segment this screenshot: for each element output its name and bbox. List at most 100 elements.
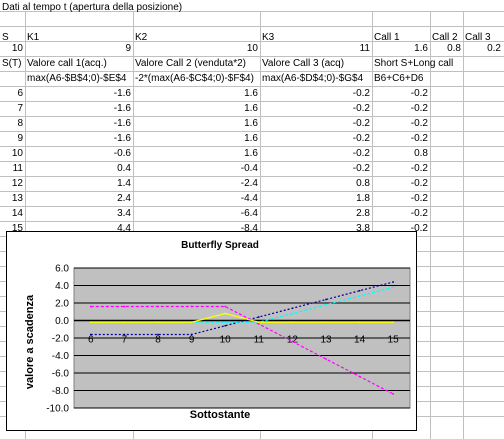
table-cell-call2-value[interactable]: 1.6	[244, 133, 258, 144]
table-cell-total-value[interactable]: -0.2	[410, 118, 428, 129]
table-cell-call2-value[interactable]: 1.6	[244, 118, 258, 129]
table-cell-st-value[interactable]: 9	[17, 133, 23, 144]
table-cell-call2-value[interactable]: 1.6	[244, 88, 258, 99]
table-cell-call3-value[interactable]: 0.8	[356, 178, 370, 189]
table-cell-st-value[interactable]: 8	[17, 118, 23, 129]
table-cell-call3-value[interactable]: 2.8	[356, 208, 370, 219]
table-cell-call2-value[interactable]: -0.4	[240, 163, 258, 174]
data-point	[190, 333, 193, 336]
sheet-title[interactable]: Dati al tempo t (apertura della posizion…	[2, 2, 183, 13]
table-cell-call1-value[interactable]: 1.4	[117, 178, 131, 189]
table-cell-call3-value[interactable]: -0.2	[352, 148, 370, 159]
data-point	[291, 321, 294, 324]
table-cell-call3-value[interactable]: -0.2	[352, 163, 370, 174]
table-cell-call1-value[interactable]: 4.4	[117, 223, 131, 234]
table-cell-st-value[interactable]: 10	[11, 148, 23, 159]
series-line-1	[90, 305, 394, 395]
table-cell-total-value[interactable]: -0.2	[410, 103, 428, 114]
table-cell-call1-value[interactable]: -0.6	[113, 148, 131, 159]
value-k3[interactable]: 11	[359, 43, 370, 54]
value-k2[interactable]: 10	[246, 43, 258, 54]
table-cell-call2-value[interactable]: -4.4	[240, 193, 258, 204]
table-cell-call1-value[interactable]: 2.4	[117, 193, 131, 204]
table-cell-total-value[interactable]: -0.2	[410, 163, 428, 174]
col-header-st[interactable]: S(T)	[2, 58, 22, 69]
x-tick-label: 12	[287, 335, 299, 346]
table-cell-call2-value[interactable]: -6.4	[240, 208, 258, 219]
table-cell-total-value[interactable]: -0.2	[410, 178, 428, 189]
y-axis-title: valore a scadenza	[24, 294, 36, 389]
table-cell-call1-value[interactable]: 3.4	[117, 208, 131, 219]
formula-call2[interactable]: -2*(max(A6-$C$4;0)-$F$4)	[135, 73, 254, 84]
x-axis-title: Sottostante	[190, 409, 251, 421]
data-point	[358, 375, 361, 378]
x-tick-label: 11	[254, 335, 265, 346]
table-cell-call2-value[interactable]: -8.4	[240, 223, 258, 234]
data-point	[89, 333, 92, 336]
col-header-call2[interactable]: Valore Call 2 (venduta*2)	[135, 58, 246, 69]
label-call2[interactable]: Call 2	[432, 32, 458, 43]
data-point	[224, 312, 227, 315]
table-cell-total-value[interactable]: -0.2	[410, 208, 428, 219]
value-call3[interactable]: 0.2	[487, 43, 501, 54]
y-tick-label: 4.0	[55, 281, 69, 292]
table-cell-st-value[interactable]: 12	[11, 178, 23, 189]
table-cell-st-value[interactable]: 7	[17, 103, 23, 114]
data-point	[224, 321, 227, 324]
col-header-call3[interactable]: Valore Call 3 (acq)	[262, 58, 345, 69]
value-call1[interactable]: 1.6	[414, 43, 428, 54]
table-cell-call1-value[interactable]: -1.6	[113, 118, 131, 129]
table-cell-call2-value[interactable]: 1.6	[244, 148, 258, 159]
label-call1[interactable]: Call 1	[374, 32, 400, 43]
table-cell-st-value[interactable]: 11	[12, 163, 23, 174]
table-cell-call2-value[interactable]: 1.6	[244, 103, 258, 114]
col-header-total[interactable]: Short S+Long call	[374, 58, 454, 69]
table-cell-st-value[interactable]: 6	[17, 88, 23, 99]
table-cell-call3-value[interactable]: 3.8	[356, 223, 370, 234]
table-cell-call1-value[interactable]: 0.4	[117, 163, 131, 174]
table-cell-st-value[interactable]: 14	[11, 208, 23, 219]
data-point	[325, 358, 327, 360]
data-point	[358, 295, 361, 297]
value-call2[interactable]: 0.8	[447, 43, 461, 54]
y-tick-label: -6.0	[52, 369, 70, 380]
x-tick-label: 15	[388, 335, 400, 346]
table-cell-call1-value[interactable]: -1.6	[113, 88, 131, 99]
data-point	[123, 333, 126, 336]
formula-total[interactable]: B6+C6+D6	[374, 73, 424, 84]
table-cell-call3-value[interactable]: -0.2	[352, 133, 370, 144]
table-cell-total-value[interactable]: -0.2	[410, 133, 428, 144]
table-cell-total-value[interactable]: -0.2	[410, 223, 428, 234]
value-s[interactable]: 10	[11, 43, 23, 54]
table-cell-call3-value[interactable]: -0.2	[352, 103, 370, 114]
formula-call3[interactable]: max(A6-$D$4;0)-$G$4	[262, 73, 364, 84]
table-cell-call2-value[interactable]: -2.4	[240, 178, 258, 189]
label-call3[interactable]: Call 3	[465, 32, 491, 43]
label-k3[interactable]: K3	[262, 32, 275, 43]
table-cell-call3-value[interactable]: -0.2	[352, 88, 370, 99]
label-k1[interactable]: K1	[27, 32, 40, 43]
table-cell-st-value[interactable]: 13	[11, 193, 23, 204]
data-point	[123, 321, 126, 324]
y-tick-label: 2.0	[55, 299, 69, 310]
table-cell-total-value[interactable]: 0.8	[414, 148, 428, 159]
data-point	[291, 340, 294, 343]
table-cell-total-value[interactable]: -0.2	[410, 193, 428, 204]
table-cell-call3-value[interactable]: -0.2	[352, 118, 370, 129]
value-k1[interactable]: 9	[125, 43, 131, 54]
chart[interactable]: Butterfly Spread 6.0 4.0 2.0 0.0 -2.0 -4.0 -6.0…	[6, 231, 417, 431]
label-s[interactable]: S	[2, 32, 9, 43]
table-cell-st-value[interactable]: 15	[11, 223, 23, 234]
table-cell-total-value[interactable]: -0.2	[410, 88, 428, 99]
y-tick-label: -8.0	[52, 386, 70, 397]
formula-call1[interactable]: max(A6-$B$4;0)-$E$4	[27, 73, 127, 84]
chart-title: Butterfly Spread	[181, 240, 259, 251]
table-cell-call3-value[interactable]: 1.8	[356, 193, 370, 204]
table-cell-call1-value[interactable]: -1.6	[113, 133, 131, 144]
col-header-call1[interactable]: Valore call 1(acq.)	[27, 58, 107, 69]
label-k2[interactable]: K2	[135, 32, 148, 43]
data-point	[291, 312, 294, 315]
table-cell-call1-value[interactable]: -1.6	[113, 103, 131, 114]
series-line-0	[90, 281, 394, 336]
